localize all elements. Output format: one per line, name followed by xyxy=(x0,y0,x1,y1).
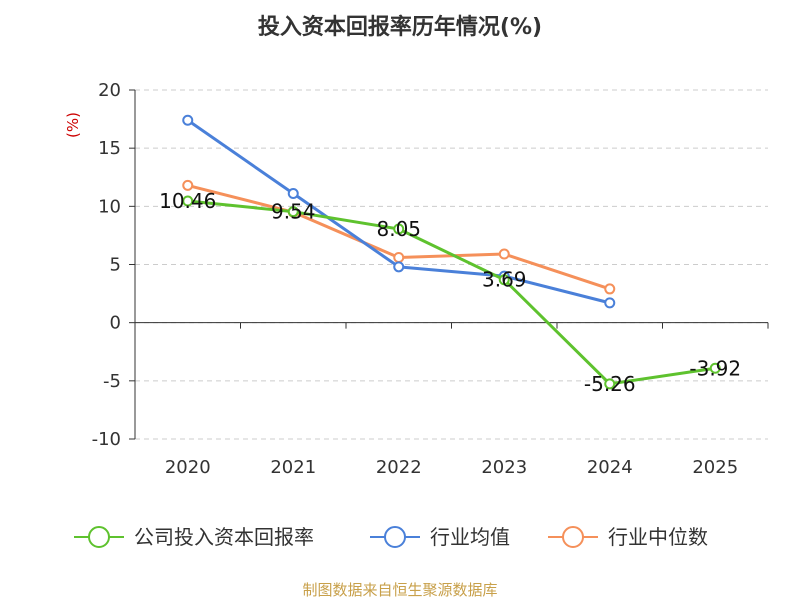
legend-marker xyxy=(562,526,584,548)
data-label: 10.46 xyxy=(159,189,216,213)
y-tick-label: 15 xyxy=(98,138,121,159)
x-tick-label: 2023 xyxy=(481,457,527,478)
data-point xyxy=(604,283,616,295)
data-point xyxy=(182,195,194,207)
y-tick-label: 20 xyxy=(98,80,121,101)
data-point xyxy=(393,252,405,264)
series-lines xyxy=(182,114,721,390)
y-tick-label: -10 xyxy=(92,429,121,450)
y-tick-label: 0 xyxy=(110,313,121,334)
y-tick-label: 5 xyxy=(110,255,121,276)
data-point xyxy=(182,114,194,126)
data-label: 9.54 xyxy=(271,200,316,224)
grid-lines xyxy=(135,89,768,440)
y-tick-label: 10 xyxy=(98,196,121,217)
x-tick-label: 2020 xyxy=(165,457,211,478)
data-point xyxy=(287,188,299,200)
legend-marker xyxy=(88,526,110,548)
x-tick-label: 2025 xyxy=(692,457,738,478)
series-line xyxy=(186,119,611,305)
data-label: 8.05 xyxy=(376,217,421,241)
data-label: 3.69 xyxy=(482,268,527,292)
data-label: -3.92 xyxy=(689,356,741,380)
data-point xyxy=(287,206,299,218)
legend-marker xyxy=(384,526,406,548)
y-axis-unit-label: (%) xyxy=(64,112,82,138)
data-point xyxy=(393,223,405,235)
chart-title: 投入资本回报率历年情况(%) xyxy=(258,14,542,40)
legend: 公司投入资本回报率 行业均值 行业中位数 xyxy=(74,525,708,549)
x-tick-label: 2024 xyxy=(587,457,633,478)
data-point xyxy=(182,179,194,191)
data-labels: 10.46 9.54 8.05 3.69 -5.26 -3.92 xyxy=(159,189,741,396)
source-note: 制图数据来自恒生聚源数据库 xyxy=(302,581,497,599)
legend-label: 行业均值 xyxy=(430,525,510,549)
series-line xyxy=(187,199,716,386)
axes: 20 15 10 5 0 -5 -10 2020 2021 2022 2023 2024 2025 xyxy=(92,80,769,478)
data-label: -5.26 xyxy=(584,372,636,396)
data-point xyxy=(604,297,616,309)
y-tick-label: -5 xyxy=(103,371,121,392)
data-point xyxy=(604,378,616,390)
x-tick-label: 2021 xyxy=(270,457,316,478)
legend-label: 公司投入资本回报率 xyxy=(134,525,314,549)
data-point xyxy=(498,248,510,260)
legend-label: 行业中位数 xyxy=(608,525,708,549)
data-point xyxy=(709,362,721,374)
data-point xyxy=(498,274,510,286)
data-point xyxy=(393,261,405,273)
x-tick-label: 2022 xyxy=(376,457,422,478)
